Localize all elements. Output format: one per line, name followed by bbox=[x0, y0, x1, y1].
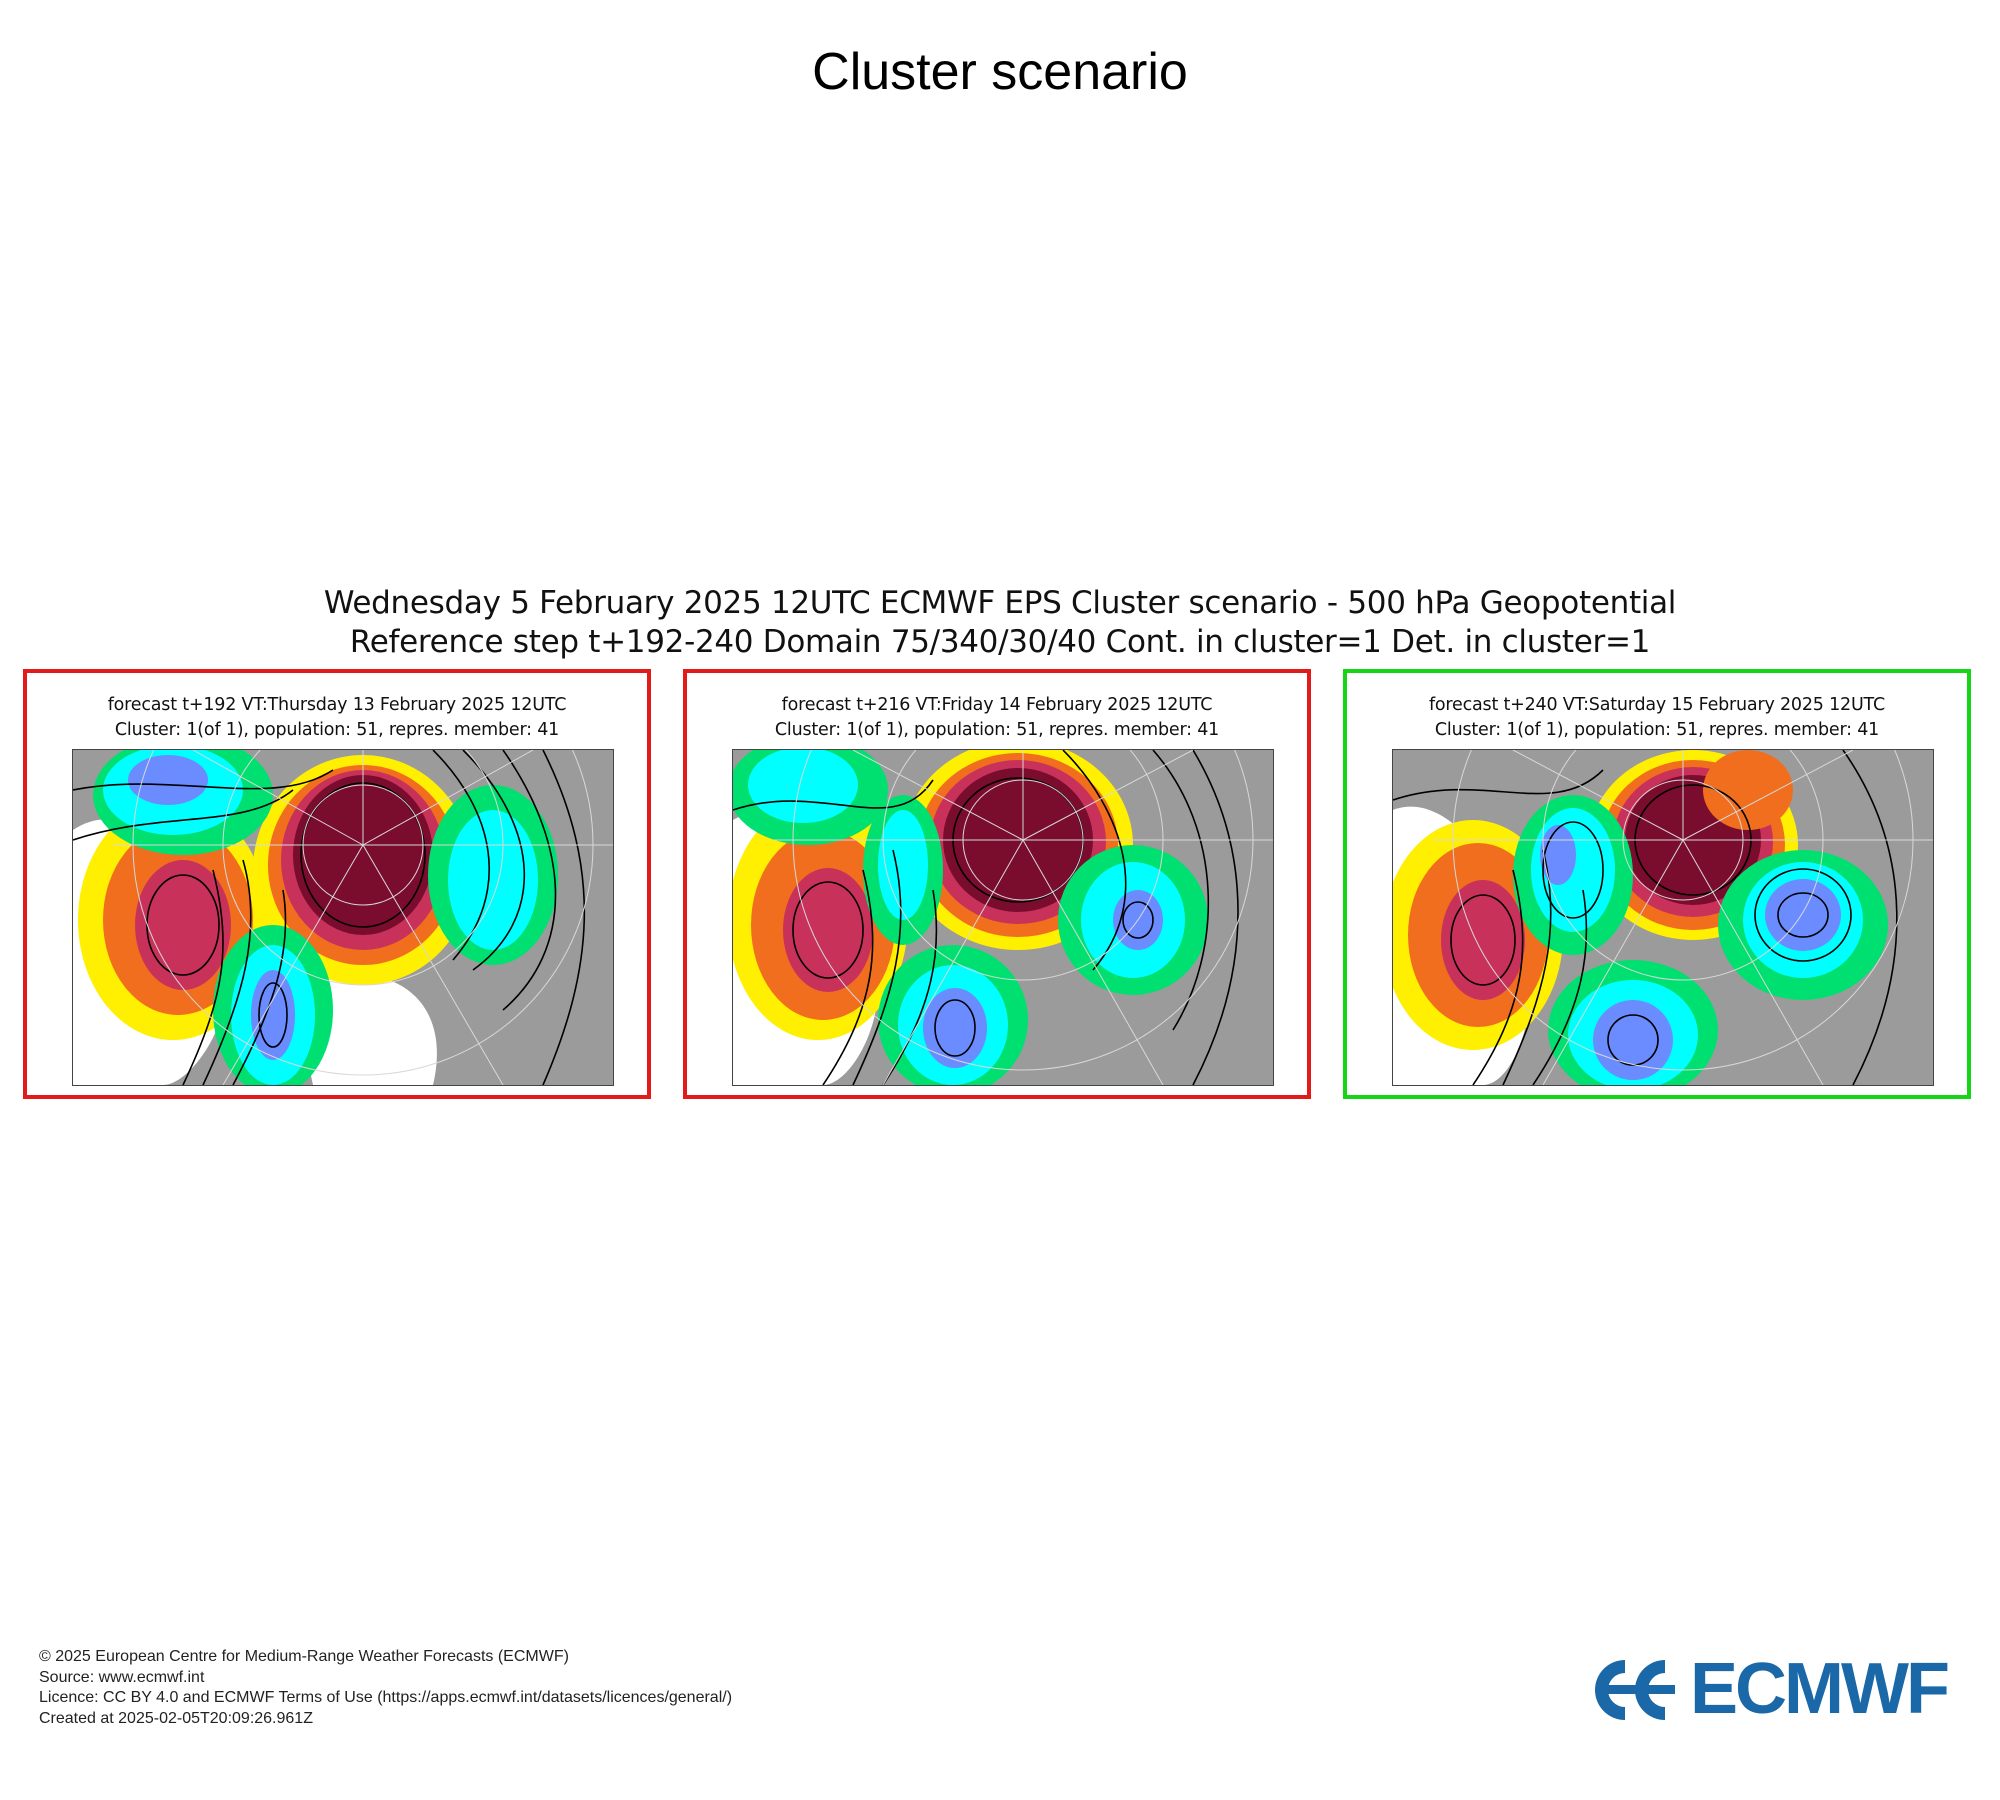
plot-header-line2: Reference step t+192-240 Domain 75/340/3… bbox=[349, 624, 1651, 660]
forecast-panel-t240: forecast t+240 VT:Saturday 15 February 2… bbox=[1343, 669, 1971, 1099]
ecmwf-logo-icon bbox=[1595, 1660, 1675, 1720]
ecmwf-logo: ECMWF bbox=[1590, 1649, 1962, 1729]
geopotential-map bbox=[1392, 749, 1934, 1086]
panel-forecast-label: forecast t+240 VT:Saturday 15 February 2… bbox=[1428, 695, 1886, 715]
panel-cluster-label: Cluster: 1(of 1), population: 51, repres… bbox=[1434, 720, 1880, 740]
panel-cluster-label: Cluster: 1(of 1), population: 51, repres… bbox=[774, 720, 1220, 740]
ecmwf-logo-text: ECMWF bbox=[1690, 1649, 1950, 1729]
footer-source: Source: www.ecmwf.int bbox=[39, 1668, 205, 1686]
geopotential-map bbox=[732, 749, 1274, 1086]
forecast-panel-t216: forecast t+216 VT:Friday 14 February 202… bbox=[683, 669, 1311, 1099]
footer-credits: © 2025 European Centre for Medium-Range … bbox=[39, 1647, 732, 1729]
forecast-panel-t192: forecast t+192 VT:Thursday 13 February 2… bbox=[23, 669, 651, 1099]
footer-licence: Licence: CC BY 4.0 and ECMWF Terms of Us… bbox=[39, 1689, 733, 1706]
plot-header-line1: Wednesday 5 February 2025 12UTC ECMWF EP… bbox=[323, 585, 1677, 621]
footer-created: Created at 2025-02-05T20:09:26.961Z bbox=[39, 1709, 313, 1727]
panel-forecast-label: forecast t+192 VT:Thursday 13 February 2… bbox=[107, 695, 567, 715]
page-title: Cluster scenario bbox=[812, 43, 1188, 101]
footer-copyright: © 2025 European Centre for Medium-Range … bbox=[39, 1648, 569, 1665]
panel-forecast-label: forecast t+216 VT:Friday 14 February 202… bbox=[781, 695, 1213, 715]
geopotential-map bbox=[72, 749, 614, 1086]
panel-cluster-label: Cluster: 1(of 1), population: 51, repres… bbox=[114, 720, 560, 740]
